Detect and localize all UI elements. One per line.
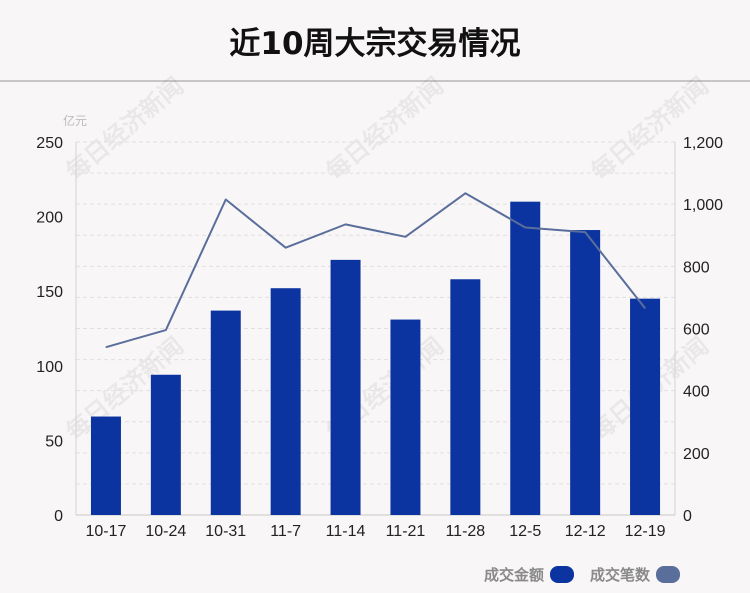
x-tick-label: 11-21 — [386, 523, 426, 540]
series-line — [105, 192, 646, 349]
left-tick-label: 0 — [54, 508, 63, 525]
x-tick-label: 12-12 — [565, 523, 606, 540]
line-series — [105, 192, 646, 349]
title-divider — [0, 80, 750, 82]
x-tick-label: 10-31 — [205, 523, 246, 540]
right-tick-label: 800 — [683, 259, 710, 276]
legend: 成交金额 成交笔数 — [484, 563, 681, 585]
x-tick-label: 12-5 — [509, 523, 541, 540]
bar — [390, 319, 421, 515]
bar — [270, 288, 301, 515]
right-tick-label: 400 — [683, 384, 710, 401]
legend-item-count: 成交笔数 — [590, 564, 681, 585]
left-tick-label: 150 — [36, 284, 63, 301]
left-tick-label: 250 — [36, 135, 63, 152]
chart-title: 近10周大宗交易情况 — [229, 26, 521, 62]
bar-series — [90, 201, 661, 515]
line-point — [165, 329, 167, 331]
right-tick-label: 0 — [683, 508, 692, 525]
bar — [570, 230, 601, 515]
left-tick-label: 100 — [36, 359, 63, 376]
line-point — [285, 247, 287, 249]
bar — [630, 298, 661, 515]
right-tick-label: 1,000 — [683, 197, 723, 214]
line-point — [225, 199, 227, 201]
bar — [210, 310, 241, 515]
watermark-1: 每日经济新闻 — [321, 72, 449, 186]
bar — [510, 201, 541, 515]
x-tick-label: 11-14 — [326, 523, 366, 540]
bar — [330, 259, 361, 515]
line-point — [345, 223, 347, 225]
right-tick-label: 1,200 — [683, 135, 723, 152]
right-tick-label: 200 — [683, 446, 710, 463]
watermark-2: 每日经济新闻 — [586, 72, 714, 186]
left-tick-label: 200 — [36, 210, 63, 227]
legend-swatch-amount — [550, 565, 575, 583]
bar — [150, 374, 181, 515]
x-tick-label: 12-19 — [625, 523, 666, 540]
legend-swatch-count — [656, 565, 681, 583]
x-tick-label: 11-28 — [445, 523, 485, 540]
legend-label-count: 成交笔数 — [590, 565, 651, 584]
legend-label-amount: 成交金额 — [484, 565, 545, 584]
line-point — [584, 231, 586, 233]
bar — [90, 416, 121, 515]
line-point — [464, 192, 466, 194]
x-tick-label: 11-7 — [270, 523, 301, 540]
line-point — [644, 307, 646, 309]
watermark-0: 每日经济新闻 — [61, 72, 189, 186]
x-tick-label: 10-24 — [145, 523, 186, 540]
bar — [450, 279, 481, 515]
line-point — [524, 226, 526, 228]
left-axis-unit: 亿元 — [63, 113, 87, 128]
x-tick-label: 10-17 — [85, 523, 126, 540]
left-tick-label: 50 — [45, 433, 63, 450]
legend-item-amount: 成交金额 — [484, 564, 575, 585]
right-tick-label: 600 — [683, 322, 710, 339]
tick-labels: 亿元 0 50 100 150 200 250 0 200 400 600 800 1,000 1,200… — [36, 113, 723, 540]
line-point — [105, 346, 107, 348]
line-point — [404, 236, 406, 238]
